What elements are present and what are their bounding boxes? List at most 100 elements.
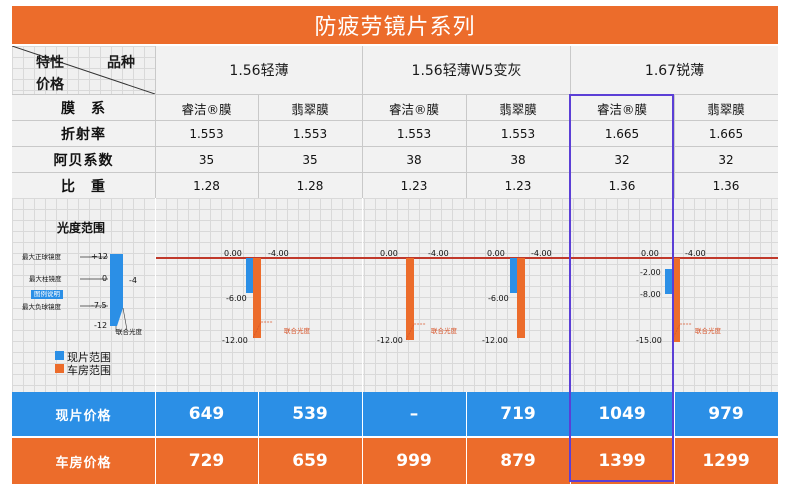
abbe-value: 38 bbox=[406, 153, 422, 167]
combined-marker bbox=[672, 323, 692, 341]
col-divider bbox=[466, 94, 467, 198]
page-title: 防疲劳镜片系列 bbox=[12, 6, 778, 44]
price-divider bbox=[674, 392, 675, 484]
range-bar-stock bbox=[665, 269, 672, 294]
range-label: -12.00 bbox=[482, 336, 508, 345]
key-value: 0 bbox=[102, 274, 108, 283]
gravity-value: 1.28 bbox=[193, 179, 220, 193]
col-divider bbox=[362, 94, 363, 198]
stock-price-value: – bbox=[409, 404, 419, 424]
key-label-max-cyl: 最大柱镜度 bbox=[29, 275, 62, 283]
range-bar-lab bbox=[253, 258, 261, 338]
abbe-row: 阿贝系数 35 35 38 38 32 32 bbox=[12, 146, 778, 173]
gravity-value: 1.36 bbox=[712, 179, 740, 193]
corner-label-variety: 品种 bbox=[107, 55, 135, 71]
range-label: -8.00 bbox=[640, 290, 661, 299]
lab-price-label: 车房价格 bbox=[55, 455, 112, 471]
legend-stock-label: 现片范围 bbox=[67, 351, 111, 364]
range-label: -4.00 bbox=[685, 249, 706, 258]
coating-value: 睿洁®膜 bbox=[181, 101, 232, 117]
coating-value: 翡翠膜 bbox=[291, 101, 329, 117]
range-bar-lab bbox=[517, 258, 525, 338]
lab-price-value: 1299 bbox=[702, 451, 750, 471]
highlight-frame bbox=[569, 94, 674, 482]
combined-power-label: 联合光度 bbox=[284, 327, 310, 335]
header-row: 特性 品种 价格 1.56轻薄 1.56轻薄W5变灰 1.67锐薄 bbox=[12, 46, 778, 94]
coating-value: 睿洁®膜 bbox=[596, 101, 647, 117]
stock-price-value: 539 bbox=[292, 404, 328, 424]
range-divider bbox=[362, 198, 363, 392]
range-bar-stock bbox=[510, 258, 517, 293]
key-value: -4 bbox=[129, 276, 137, 285]
key-combined-label: 联合光度 bbox=[116, 328, 142, 336]
legend-lab-label: 车房范围 bbox=[67, 364, 111, 377]
combined-power-label: 联合光度 bbox=[431, 327, 457, 335]
range-label: 0.00 bbox=[487, 249, 505, 258]
coating-value: 睿洁®膜 bbox=[388, 101, 439, 117]
lab-price-value: 879 bbox=[500, 451, 536, 471]
range-label: -15.00 bbox=[636, 336, 662, 345]
gravity-value: 1.23 bbox=[400, 179, 428, 193]
price-row-gap bbox=[12, 436, 778, 438]
abbe-row-label: 阿贝系数 bbox=[53, 153, 114, 169]
refraction-value: 1.553 bbox=[292, 127, 328, 141]
key-value: -12 bbox=[94, 321, 108, 330]
coating-value: 翡翠膜 bbox=[499, 101, 537, 117]
refraction-row-label: 折射率 bbox=[61, 127, 106, 143]
group-header-1-56-thin: 1.56轻薄 bbox=[155, 46, 362, 94]
gravity-value: 1.28 bbox=[296, 179, 324, 193]
col-divider bbox=[674, 94, 675, 198]
range-label: 0.00 bbox=[641, 249, 659, 258]
coating-row-label: 膜 系 bbox=[61, 101, 106, 117]
combined-power-label: 联合光度 bbox=[695, 327, 721, 335]
abbe-value: 32 bbox=[614, 153, 630, 167]
key-label-max-plus: 最大正球镜度 bbox=[22, 253, 61, 261]
key-value: -7.5 bbox=[91, 301, 107, 310]
combined-marker bbox=[406, 323, 426, 341]
range-key-diagram bbox=[80, 254, 128, 332]
range-bar-lab bbox=[672, 258, 680, 342]
key-legend-button: 图例说明 bbox=[31, 290, 63, 299]
range-baseline bbox=[156, 257, 778, 259]
lab-price-value: 1399 bbox=[598, 451, 646, 471]
gravity-row-label: 比 重 bbox=[61, 179, 106, 195]
key-value: +12 bbox=[91, 252, 108, 261]
range-label: -2.00 bbox=[640, 268, 661, 277]
abbe-value: 35 bbox=[198, 153, 215, 167]
range-label: 0.00 bbox=[380, 249, 398, 258]
range-label: -6.00 bbox=[488, 294, 509, 303]
combined-marker bbox=[253, 321, 273, 339]
price-divider bbox=[258, 392, 259, 484]
key-label-max-minus: 最大负球镜度 bbox=[22, 303, 61, 311]
corner-diagonal bbox=[12, 46, 155, 94]
gravity-value: 1.36 bbox=[608, 179, 636, 193]
group-header-1-67: 1.67锐薄 bbox=[570, 46, 778, 94]
range-bar-stock bbox=[246, 258, 253, 293]
range-divider bbox=[155, 198, 156, 392]
lab-price-value: 659 bbox=[292, 451, 328, 471]
corner-label-feature: 特性 bbox=[36, 55, 64, 71]
coating-row: 膜 系 睿洁®膜 翡翠膜 睿洁®膜 翡翠膜 睿洁®膜 翡翠膜 bbox=[12, 94, 778, 121]
lab-price-value: 999 bbox=[396, 451, 432, 471]
range-label: -4.00 bbox=[531, 249, 552, 258]
legend-lab-swatch bbox=[55, 364, 64, 373]
price-divider bbox=[362, 392, 363, 484]
stock-price-value: 719 bbox=[500, 404, 536, 424]
range-label: -4.00 bbox=[428, 249, 449, 258]
group-header-1-56-w5: 1.56轻薄W5变灰 bbox=[362, 46, 570, 94]
lab-price-row: 车房价格 729 659 999 879 1399 1299 bbox=[12, 438, 778, 484]
refraction-value: 1.553 bbox=[189, 127, 224, 141]
refraction-value: 1.553 bbox=[396, 127, 432, 141]
refraction-value: 1.665 bbox=[708, 127, 744, 141]
col-divider bbox=[155, 94, 156, 198]
refraction-value: 1.665 bbox=[604, 127, 640, 141]
range-panel bbox=[12, 198, 778, 392]
abbe-value: 38 bbox=[510, 153, 526, 167]
stock-price-label: 现片价格 bbox=[55, 408, 112, 424]
col-divider bbox=[258, 94, 259, 198]
refraction-row: 折射率 1.553 1.553 1.553 1.553 1.665 1.665 bbox=[12, 120, 778, 147]
gravity-value: 1.23 bbox=[504, 179, 532, 193]
legend-stock-swatch bbox=[55, 351, 64, 360]
stock-price-row: 现片价格 649 539 – 719 1049 979 bbox=[12, 392, 778, 436]
